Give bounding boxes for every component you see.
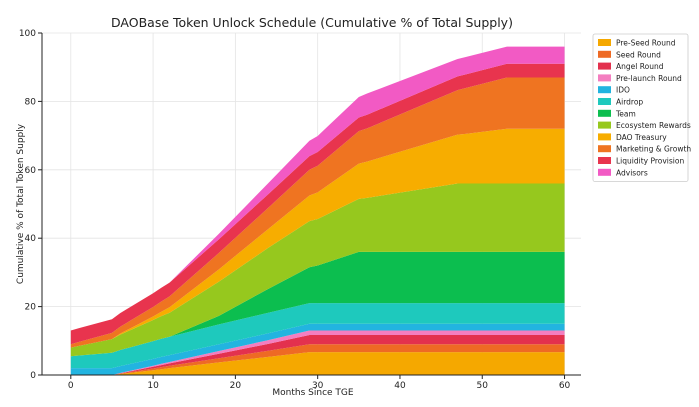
y-tick-label: 20: [25, 303, 37, 313]
area-series-seed-round: [70, 344, 565, 375]
legend-swatch: [598, 62, 611, 70]
legend-label: DAO Treasury: [616, 133, 667, 142]
x-tick-label: 20: [230, 381, 242, 391]
area-series-layer: [70, 46, 565, 375]
area-series-marketing-growth: [70, 77, 565, 348]
legend-swatch: [598, 109, 611, 117]
x-tick-label: 50: [477, 381, 489, 391]
legend-swatch: [598, 121, 611, 129]
legend-label: Advisors: [616, 168, 648, 177]
y-tick-label: 40: [25, 234, 37, 244]
area-series-team: [70, 251, 565, 357]
axes: 0 10 20 30 40 50 60 0 20 40 60 80 100: [19, 29, 581, 391]
legend-swatch: [598, 168, 611, 176]
x-tick-label: 10: [147, 381, 159, 391]
legend-swatch: [598, 39, 611, 46]
x-axis-label: Months Since TGE: [272, 388, 353, 398]
legend-label: Pre-launch Round: [616, 74, 682, 83]
chart-title: DAOBase Token Unlock Schedule (Cumulativ…: [111, 15, 513, 30]
area-series-airdrop: [70, 303, 565, 369]
area-series-angel-round: [70, 334, 565, 375]
y-tick-label: 80: [25, 97, 37, 107]
legend-swatch: [598, 74, 611, 82]
area-series-ecosystem-rewards: [70, 183, 565, 357]
x-tick-label: 60: [559, 381, 571, 391]
legend-label: Team: [615, 109, 636, 118]
y-tick-label: 0: [30, 371, 36, 381]
legend-label: Seed Round: [616, 50, 661, 59]
legend-swatch: [598, 50, 611, 58]
legend-swatch: [598, 157, 611, 164]
legend-swatch: [598, 86, 611, 94]
legend-swatch: [598, 133, 611, 141]
legend-label: IDO: [616, 86, 630, 95]
area-series-ido: [70, 323, 565, 375]
area-series-dao-treasury: [70, 128, 565, 348]
legend-label: Liquidity Provision: [616, 157, 684, 166]
legend-swatch: [598, 98, 611, 105]
legend-label: Angel Round: [616, 62, 664, 71]
x-tick-label: 40: [394, 381, 406, 391]
area-series-pre-seed-round: [70, 352, 565, 375]
legend-box: [592, 33, 689, 183]
x-tick-label: 0: [68, 381, 74, 391]
area-series-advisors: [70, 46, 565, 331]
legend-label: Pre-Seed Round: [616, 39, 676, 48]
legend-label: Airdrop: [616, 98, 643, 107]
area-series-pre-launch-round: [70, 330, 565, 375]
y-axis-label: Cumulative % of Total Token Supply: [16, 123, 26, 284]
legend: Pre-Seed Round Seed Round Angel Round Pre-l…: [592, 33, 691, 183]
y-tick-label: 60: [25, 166, 37, 176]
y-tick-label: 100: [19, 29, 36, 39]
legend-label: Marketing & Growth: [616, 145, 691, 154]
x-tick-label: 30: [312, 381, 324, 391]
legend-label: Ecosystem Rewards: [616, 121, 691, 130]
area-series-liquidity-provision: [70, 63, 565, 345]
legend-swatch: [598, 145, 611, 153]
